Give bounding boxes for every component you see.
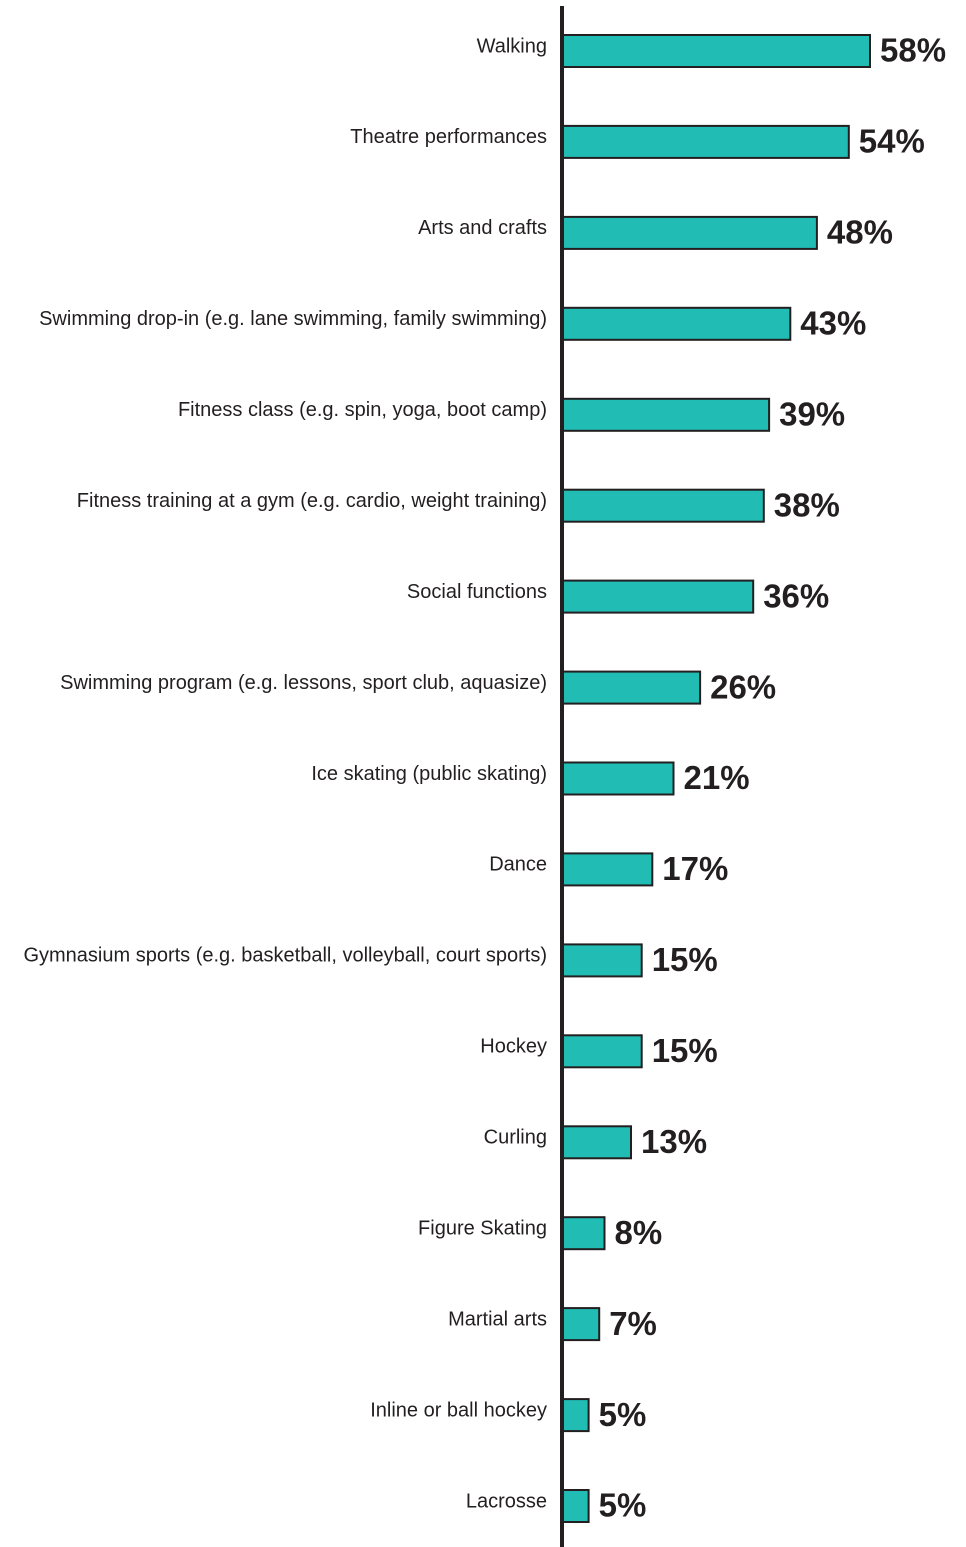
category-label: Swimming program (e.g. lessons, sport cl… <box>60 672 547 694</box>
value-label: 54% <box>859 123 925 160</box>
category-label: Gymnasium sports (e.g. basketball, volle… <box>23 945 547 967</box>
bar <box>561 1398 590 1433</box>
bar <box>561 1489 590 1523</box>
category-label: Figure Skating <box>418 1217 547 1239</box>
category-label: Theatre performances <box>350 126 547 148</box>
bar <box>561 124 850 159</box>
value-label: 5% <box>599 1487 647 1524</box>
bar <box>561 215 818 250</box>
value-label: 58% <box>880 32 946 69</box>
bar <box>561 670 702 705</box>
category-label: Arts and crafts <box>418 217 547 239</box>
bars-layer <box>561 34 871 1523</box>
bar <box>561 1034 643 1069</box>
bar <box>561 852 654 887</box>
value-label: 5% <box>599 1396 647 1433</box>
category-label: Martial arts <box>448 1308 547 1330</box>
category-label: Fitness class (e.g. spin, yoga, boot cam… <box>178 399 547 421</box>
bar <box>561 488 765 523</box>
category-label: Social functions <box>407 581 547 603</box>
category-label: Lacrosse <box>466 1490 547 1512</box>
bar <box>561 761 675 796</box>
bar <box>561 397 771 432</box>
bar <box>561 579 755 614</box>
category-label: Fitness training at a gym (e.g. cardio, … <box>77 490 547 512</box>
bar <box>561 306 792 341</box>
category-label: Hockey <box>480 1036 547 1058</box>
bar <box>561 34 871 68</box>
category-label: Dance <box>489 854 547 876</box>
value-label: 13% <box>641 1123 707 1160</box>
bar <box>561 1125 632 1160</box>
bar <box>561 943 643 978</box>
value-label: 43% <box>800 305 866 342</box>
value-label: 8% <box>615 1214 663 1251</box>
value-label: 17% <box>662 850 728 887</box>
bar <box>561 1216 606 1251</box>
value-label: 26% <box>710 668 776 705</box>
category-label: Ice skating (public skating) <box>311 763 547 785</box>
category-label: Curling <box>484 1127 547 1149</box>
value-label: 39% <box>779 396 845 433</box>
bar <box>561 1307 601 1342</box>
category-label: Walking <box>477 35 547 57</box>
category-labels: Walking Theatre performances Arts and craf… <box>23 35 547 1512</box>
value-label: 7% <box>609 1305 657 1342</box>
value-label: 15% <box>652 941 718 978</box>
value-labels: 58% 54% 48% 43% 39% 38% 36% 26% 21% 17% 15% 15% 13% 8… <box>599 32 946 1524</box>
value-label: 48% <box>827 214 893 251</box>
category-label: Inline or ball hockey <box>370 1399 547 1421</box>
value-label: 15% <box>652 1032 718 1069</box>
value-label: 21% <box>684 759 750 796</box>
category-label: Swimming drop-in (e.g. lane swimming, fa… <box>39 308 547 330</box>
value-label: 36% <box>763 577 829 614</box>
value-label: 38% <box>774 486 840 523</box>
